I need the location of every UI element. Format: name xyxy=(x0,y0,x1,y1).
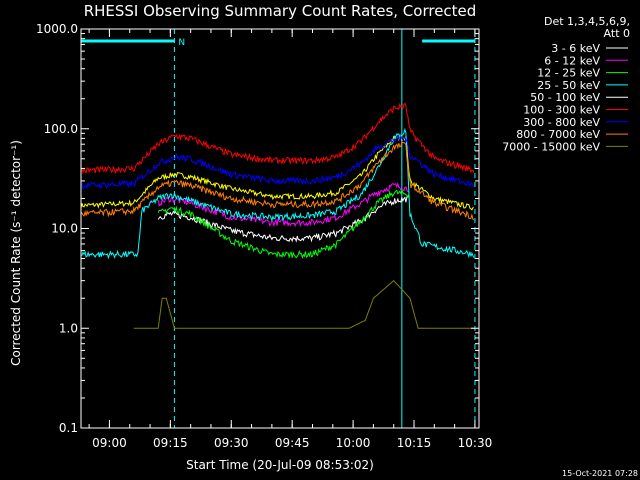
series-line-8 xyxy=(133,280,474,329)
y-tick-label: 100.0 xyxy=(44,122,78,136)
series-line-7 xyxy=(80,142,475,221)
legend-label: 3 - 6 keV xyxy=(551,42,600,55)
x-tick-label: 10:15 xyxy=(397,436,432,450)
legend-label: 100 - 300 keV xyxy=(523,104,600,117)
legend-header: Det 1,3,4,5,6,9, xyxy=(544,15,630,28)
legend-header: Att 0 xyxy=(604,27,630,40)
night-annotation: N xyxy=(178,38,185,48)
x-axis-label: Start Time (20-Jul-09 08:53:02) xyxy=(186,458,374,472)
x-tick-label: 09:30 xyxy=(214,436,249,450)
series-line-3 xyxy=(80,127,475,260)
x-tick-label: 09:00 xyxy=(92,436,127,450)
legend-label: 300 - 800 keV xyxy=(523,116,600,129)
legend-label: 12 - 25 keV xyxy=(537,67,600,80)
timestamp: 15-Oct-2021 07:28 xyxy=(562,469,638,478)
chart-title: RHESSI Observing Summary Count Rates, Co… xyxy=(84,2,477,20)
legend-label: 7000 - 15000 keV xyxy=(502,140,600,153)
series-line-6 xyxy=(80,135,475,190)
legend-label: 25 - 50 keV xyxy=(537,79,600,92)
series-line-0 xyxy=(157,195,410,243)
series-line-2 xyxy=(157,189,410,260)
night-bar xyxy=(422,39,475,43)
y-tick-label: 1.0 xyxy=(59,321,78,335)
y-tick-label: 10.0 xyxy=(51,222,78,236)
series-line-5 xyxy=(80,102,475,175)
night-bar xyxy=(81,39,175,43)
x-tick-label: 10:00 xyxy=(336,436,371,450)
x-tick-label: 09:45 xyxy=(275,436,310,450)
y-axis-label: Corrected Count Rate (s⁻¹ detector⁻¹) xyxy=(9,140,23,366)
y-axis: 0.1 1.0 10.0 100.0 1000.0 xyxy=(36,22,479,435)
x-tick-label: 09:15 xyxy=(153,436,188,450)
legend-label: 6 - 12 keV xyxy=(544,54,600,67)
y-tick-label: 1000.0 xyxy=(36,22,78,36)
plot-area: N xyxy=(80,28,480,429)
series-line-1 xyxy=(157,181,409,228)
x-tick-label: 10:30 xyxy=(458,436,493,450)
legend-label: 800 - 7000 keV xyxy=(516,128,600,141)
y-tick-label: 0.1 xyxy=(59,421,78,435)
x-axis: 09:00 09:15 09:30 09:45 10:00 10:15 10:30 xyxy=(88,29,493,450)
legend-label: 50 - 100 keV xyxy=(530,91,600,104)
